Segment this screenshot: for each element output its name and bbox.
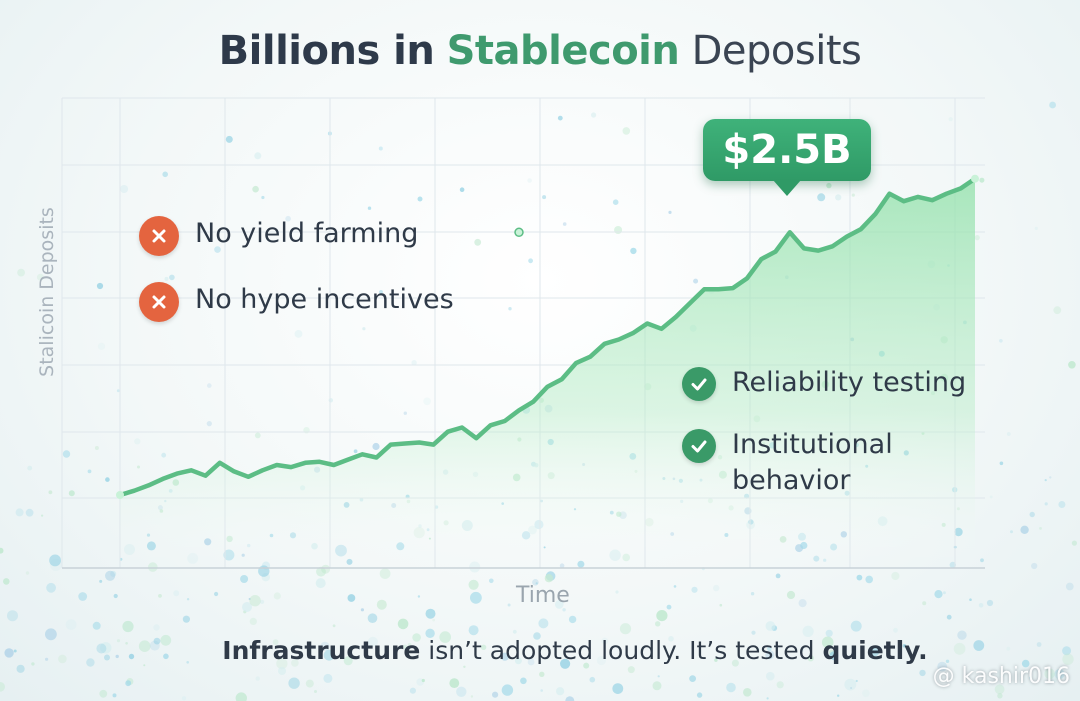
title-part-deposits: Deposits: [691, 28, 862, 74]
data-point: [175, 472, 179, 476]
data-point: [189, 468, 193, 472]
data-point: [617, 338, 621, 341]
data-point: [688, 301, 692, 305]
data-point: [446, 430, 450, 434]
data-point: [788, 230, 792, 234]
data-point: [489, 423, 492, 427]
data-point: [460, 426, 464, 429]
x-icon: [139, 282, 179, 322]
data-point: [971, 174, 979, 183]
data-point: [845, 235, 849, 239]
data-point: [816, 249, 820, 253]
data-point: [132, 489, 136, 493]
data-point: [246, 475, 250, 479]
data-point: [403, 442, 407, 445]
callout-pointer: [773, 180, 801, 196]
x-axis-label: Time: [516, 583, 570, 608]
data-point: [318, 460, 321, 464]
data-point: [731, 286, 735, 290]
data-point: [303, 461, 307, 465]
data-point: [945, 192, 948, 196]
data-point: [916, 195, 920, 199]
data-point: [717, 287, 720, 291]
footer-middle-text: isn’t adopted loudly. It’s tested: [420, 636, 823, 665]
data-point: [346, 458, 350, 462]
positive-item-label: Institutional behavior: [732, 429, 893, 496]
annotation-point: [514, 227, 524, 238]
data-point: [631, 331, 635, 335]
positive-item-institutional: Institutional behavior: [682, 427, 932, 499]
positive-item-label: Reliability testing: [732, 367, 967, 398]
check-icon: [682, 429, 716, 463]
data-point: [959, 186, 963, 190]
data-point: [332, 463, 336, 467]
negative-item-yield: No yield farming: [139, 216, 418, 256]
data-point: [261, 468, 264, 472]
data-point: [147, 483, 150, 487]
data-point: [702, 287, 706, 291]
page-title: Billions in Stablecoin Deposits: [0, 28, 1080, 74]
data-point: [218, 461, 222, 465]
data-point: [503, 419, 507, 423]
data-point: [674, 315, 678, 319]
data-point: [389, 443, 393, 447]
data-point: [116, 491, 124, 499]
data-point: [902, 199, 906, 203]
x-icon: [139, 216, 179, 256]
data-point: [517, 408, 521, 412]
data-point: [873, 212, 877, 216]
positive-item-reliability: Reliability testing: [682, 365, 966, 401]
data-point: [774, 250, 777, 254]
data-point: [588, 355, 592, 359]
data-point: [289, 465, 293, 469]
data-point: [831, 244, 834, 248]
data-point: [360, 452, 364, 456]
data-point: [474, 436, 478, 440]
data-point: [603, 342, 606, 346]
negative-item-hype: No hype incentives: [139, 282, 454, 322]
check-icon: [682, 367, 716, 401]
data-point: [161, 477, 165, 481]
data-point: [745, 276, 749, 280]
data-point: [888, 192, 891, 196]
data-point: [417, 441, 421, 444]
footer-tagline: Infrastructure isn’t adopted loudly. It’…: [0, 636, 1080, 665]
data-point: [802, 246, 806, 250]
data-point: [546, 385, 549, 389]
area-fill: [120, 178, 975, 568]
data-point: [232, 469, 236, 473]
data-point: [375, 456, 378, 459]
title-part-billions: Billions in: [218, 28, 435, 74]
data-point: [574, 361, 578, 365]
data-point: [275, 463, 279, 467]
footer-bold-infrastructure: Infrastructure: [222, 636, 421, 665]
data-point: [560, 377, 564, 381]
negative-item-label: No hype incentives: [195, 284, 454, 315]
data-point: [204, 474, 207, 478]
data-point: [859, 227, 863, 231]
data-point: [759, 257, 763, 261]
title-part-stablecoin: Stablecoin: [446, 28, 680, 74]
data-point: [432, 443, 435, 447]
data-point: [660, 327, 663, 331]
data-point: [930, 198, 934, 202]
watermark: @ kashir016: [932, 664, 1070, 689]
footer-bold-quietly: quietly.: [822, 636, 928, 665]
negative-item-label: No yield farming: [195, 218, 419, 249]
data-point: [645, 322, 649, 325]
value-callout: $2.5B: [703, 119, 871, 181]
data-point: [531, 400, 535, 404]
y-axis-label: Stalicoin Deposits: [36, 207, 58, 377]
